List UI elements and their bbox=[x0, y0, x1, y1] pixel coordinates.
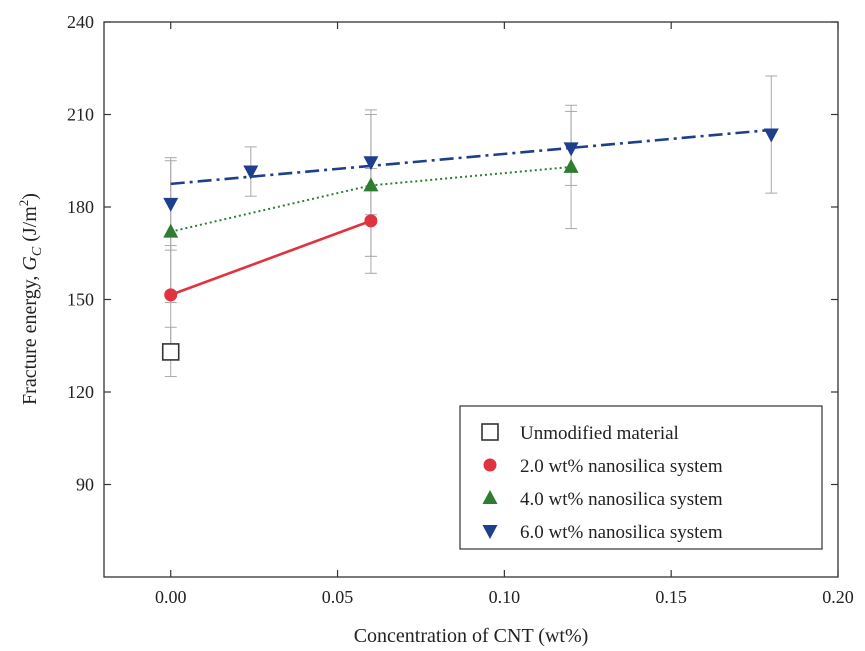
legend-marker bbox=[482, 525, 498, 539]
legend-box bbox=[459, 405, 823, 550]
legend-label: 6.0 wt% nanosilica system bbox=[520, 522, 723, 543]
legend-label: 4.0 wt% nanosilica system bbox=[520, 489, 723, 510]
data-point bbox=[363, 177, 379, 192]
y-tick-label: 150 bbox=[67, 290, 94, 310]
y-tick-label: 90 bbox=[76, 475, 94, 495]
data-point bbox=[563, 142, 579, 157]
tick-marks bbox=[104, 21, 839, 577]
y-tick-label: 180 bbox=[67, 197, 94, 217]
legend-marker bbox=[482, 490, 498, 504]
data-point bbox=[563, 158, 579, 173]
data-point bbox=[363, 156, 379, 171]
data-point bbox=[364, 214, 378, 228]
legend-marker bbox=[481, 423, 499, 441]
tick-labels: 0.00 0.05 0.10 0.15 0.20 90 120 150 180 210 240 bbox=[67, 12, 854, 607]
data-point bbox=[161, 343, 180, 361]
legend-marker bbox=[483, 458, 497, 472]
data-point bbox=[164, 288, 178, 302]
x-tick-label: 0.00 bbox=[155, 587, 187, 607]
x-axis-label: Concentration of CNT (wt%) bbox=[354, 625, 589, 647]
data-point bbox=[163, 197, 179, 212]
x-tick-label: 0.05 bbox=[322, 587, 354, 607]
legend-label: 2.0 wt% nanosilica system bbox=[520, 456, 723, 477]
y-tick-label: 120 bbox=[67, 382, 94, 402]
x-tick-label: 0.20 bbox=[822, 587, 854, 607]
x-tick-label: 0.10 bbox=[489, 587, 521, 607]
data-markers bbox=[161, 128, 779, 361]
y-tick-label: 240 bbox=[67, 12, 94, 32]
data-point bbox=[243, 165, 259, 180]
data-point bbox=[763, 128, 779, 143]
series-line-2 bbox=[170, 219, 372, 297]
legend-label: Unmodified material bbox=[520, 423, 679, 444]
y-axis-label: Fracture energy, GC (J/m2) bbox=[16, 193, 45, 405]
series-line-4 bbox=[170, 128, 772, 186]
y-tick-label: 210 bbox=[67, 105, 94, 125]
data-point bbox=[163, 223, 179, 238]
legend: Unmodified material 2.0 wt% nanosilica sy… bbox=[459, 405, 823, 550]
x-tick-label: 0.15 bbox=[655, 587, 687, 607]
legend-entries: Unmodified material 2.0 wt% nanosilica sy… bbox=[481, 423, 723, 543]
